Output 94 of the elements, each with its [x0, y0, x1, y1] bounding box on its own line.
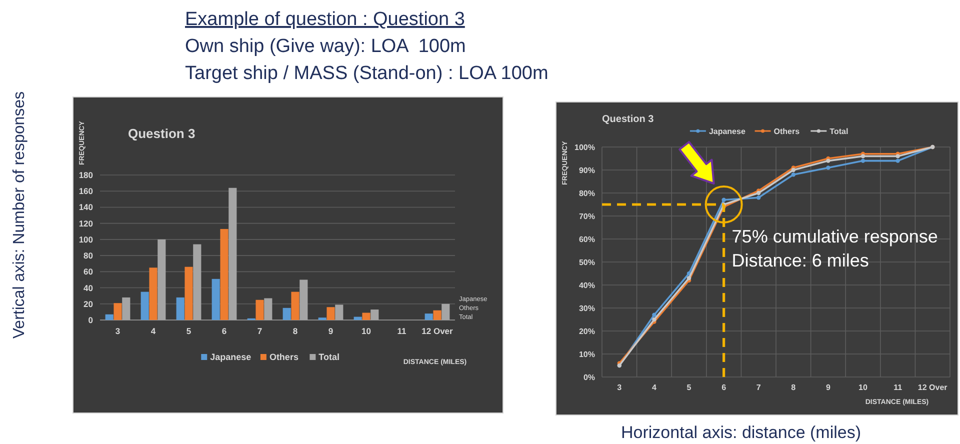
x-tick-label: 4 — [150, 326, 156, 336]
y-tick-label: 80% — [578, 188, 595, 198]
point — [722, 198, 726, 202]
bar — [228, 188, 237, 320]
x-tick-label: 9 — [328, 326, 334, 336]
bar — [282, 308, 291, 320]
bar — [424, 314, 433, 320]
x-tick-label: 3 — [115, 326, 120, 336]
y-tick-label: 60% — [578, 234, 595, 244]
bar — [184, 266, 193, 320]
x-tick-label: 5 — [686, 383, 692, 392]
chart-title: Question 3 — [128, 126, 196, 141]
y-tick-label: 80 — [84, 250, 94, 261]
x-tick-label: 7 — [257, 326, 262, 336]
bar — [212, 278, 220, 320]
bar — [122, 297, 130, 320]
x-tick-label: 11 — [397, 326, 407, 336]
point — [652, 312, 656, 317]
bar — [140, 292, 149, 320]
y-tick-label: 20 — [84, 298, 94, 309]
legend-label: Japanese — [708, 126, 746, 136]
y-tick-label: 120 — [78, 218, 94, 228]
y-tick-label: 140 — [78, 202, 94, 212]
point — [756, 196, 761, 200]
bar — [158, 239, 166, 320]
point — [791, 168, 796, 172]
bar — [256, 300, 264, 320]
bar — [354, 316, 362, 320]
text: Horizontal axis: distance (miles) — [621, 423, 861, 442]
y-tick-label: 30% — [578, 304, 595, 313]
bar — [105, 314, 114, 320]
point — [791, 172, 796, 177]
y-tick-label: 40% — [578, 280, 595, 290]
y-tick-label: 180 — [78, 170, 94, 180]
bar — [300, 280, 308, 320]
bar — [326, 307, 335, 320]
y-tick-label: 100 — [78, 234, 94, 244]
x-tick-label: 8 — [292, 326, 298, 336]
y-tick-label: 70% — [578, 212, 595, 221]
point — [652, 317, 656, 322]
point — [860, 154, 866, 158]
x-tick-label: 5 — [186, 326, 192, 336]
point — [756, 190, 761, 196]
y-tick-label: 10% — [578, 350, 595, 359]
bar — [220, 228, 228, 320]
y-tick-label: 60 — [84, 266, 94, 277]
x-tick-label: 10 — [362, 326, 372, 336]
bar — [114, 303, 122, 320]
legend-label: Others — [774, 126, 800, 136]
bar — [193, 244, 202, 320]
text: Target ship / MASS (Stand-on) : LOA 100m — [185, 63, 548, 84]
x-tick-label: 12 Over — [918, 383, 948, 392]
text: Own ship (Give way): LOA 100m — [185, 36, 466, 57]
x-tick-label: 10 — [858, 383, 868, 392]
bar — [362, 312, 370, 320]
legend-label: Japanese — [210, 352, 252, 362]
bar — [291, 292, 300, 320]
point — [826, 158, 830, 163]
x-tick-label: 11 — [894, 383, 903, 392]
legend-label: Total — [318, 352, 340, 362]
annotation: Distance: 6 miles — [732, 250, 869, 270]
point — [860, 158, 866, 163]
x-tick-label: 8 — [791, 383, 796, 392]
y-tick-label: 100% — [574, 142, 595, 152]
x-tick-label: 4 — [652, 383, 657, 392]
chart-title: Question 3 — [602, 114, 654, 125]
y-tick-label: 40 — [84, 282, 94, 293]
point — [896, 154, 900, 158]
point — [826, 166, 830, 170]
text: Vertical axis: Number of responses — [11, 91, 28, 339]
bar — [370, 310, 379, 320]
bar — [264, 298, 272, 320]
x-tick-label: 6 — [722, 383, 727, 392]
x-tick-label: 12 Over — [422, 326, 454, 336]
y-tick-label: 160 — [78, 186, 94, 196]
y-tick-label: 90% — [578, 166, 595, 175]
annotation: 75% cumulative response — [732, 226, 938, 246]
y-tick-label: 0 — [88, 314, 94, 325]
y-tick-label: 0% — [583, 372, 595, 382]
x-tick-label: 6 — [222, 326, 227, 336]
bar — [176, 297, 184, 320]
bar — [335, 304, 344, 320]
x-tick-label: 3 — [617, 383, 622, 392]
x-tick-label: 7 — [756, 383, 762, 392]
legend-label: Others — [269, 352, 298, 362]
bar — [149, 268, 158, 320]
bar — [442, 304, 450, 320]
text: Example of question : Question 3 — [185, 9, 465, 30]
y-tick-label: 20% — [578, 326, 595, 336]
x-tick-label: 9 — [826, 383, 831, 392]
legend-label: Total — [830, 126, 848, 136]
point — [896, 158, 900, 163]
bar — [433, 310, 442, 320]
y-tick-label: 50% — [578, 258, 595, 267]
